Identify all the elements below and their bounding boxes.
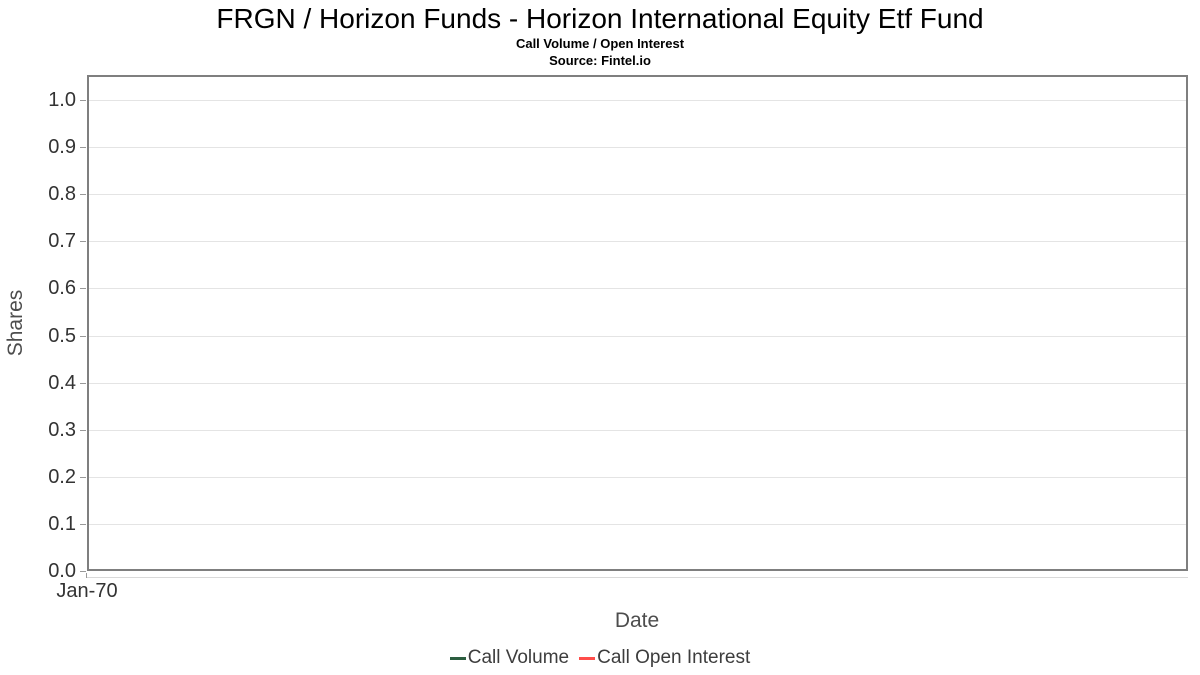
x-tick-label: Jan-70 — [56, 580, 118, 602]
y-tick-label: 0.9 — [48, 136, 76, 159]
y-gridline — [89, 147, 1186, 149]
y-tick-label: 0.0 — [48, 560, 76, 582]
y-gridline — [89, 429, 1186, 431]
y-tick-mark — [80, 194, 86, 196]
y-gridline — [89, 476, 1186, 478]
plot-area — [87, 75, 1188, 571]
x-tick-mark — [86, 573, 87, 578]
y-tick-label: 0.7 — [48, 230, 76, 253]
y-gridline — [89, 382, 1186, 384]
y-gridline — [89, 523, 1186, 525]
y-tick-label: 0.8 — [48, 183, 76, 206]
y-tick-mark — [80, 523, 86, 525]
chart-source: Source: Fintel.io — [549, 53, 651, 68]
chart-header: FRGN / Horizon Funds - Horizon Internati… — [0, 0, 1200, 68]
x-axis-title: Date — [614, 609, 660, 632]
y-tick-mark — [80, 476, 86, 478]
legend: Call Volume Call Open Interest — [0, 647, 1200, 669]
y-tick-mark — [80, 382, 86, 384]
y-gridline — [89, 194, 1186, 196]
chart-subtitle: Call Volume / Open Interest — [515, 36, 685, 51]
y-tick-label: 0.4 — [48, 371, 76, 394]
y-tick-mark — [80, 241, 86, 243]
y-gridline — [89, 100, 1186, 101]
y-gridline — [89, 241, 1186, 243]
y-tick-label: 0.6 — [48, 277, 76, 300]
y-tick-label: 0.1 — [48, 512, 76, 535]
call-volume-line-icon — [449, 656, 466, 660]
y-tick-mark — [80, 100, 86, 101]
legend-label-call-open-interest: Call Open Interest — [597, 647, 751, 668]
chart-title: FRGN / Horizon Funds - Horizon Internati… — [216, 3, 984, 34]
legend-label-call-volume: Call Volume — [467, 647, 570, 668]
y-gridline — [89, 288, 1186, 290]
y-tick-mark — [80, 147, 86, 149]
y-tick-mark — [80, 429, 86, 431]
y-tick-label: 0.5 — [48, 324, 76, 347]
y-gridline — [89, 335, 1186, 337]
legend-item-call-volume[interactable]: Call Volume — [449, 647, 570, 669]
y-tick-mark — [80, 288, 86, 290]
y-tick-mark — [80, 335, 86, 337]
y-tick-label: 1.0 — [48, 89, 76, 111]
y-tick-mark — [80, 571, 86, 572]
x-axis-line — [87, 577, 1188, 578]
y-tick-label: 0.3 — [48, 418, 76, 441]
y-tick-label: 0.2 — [48, 465, 76, 488]
call-open-interest-line-icon — [579, 656, 596, 660]
legend-item-call-open-interest[interactable]: Call Open Interest — [579, 647, 750, 669]
